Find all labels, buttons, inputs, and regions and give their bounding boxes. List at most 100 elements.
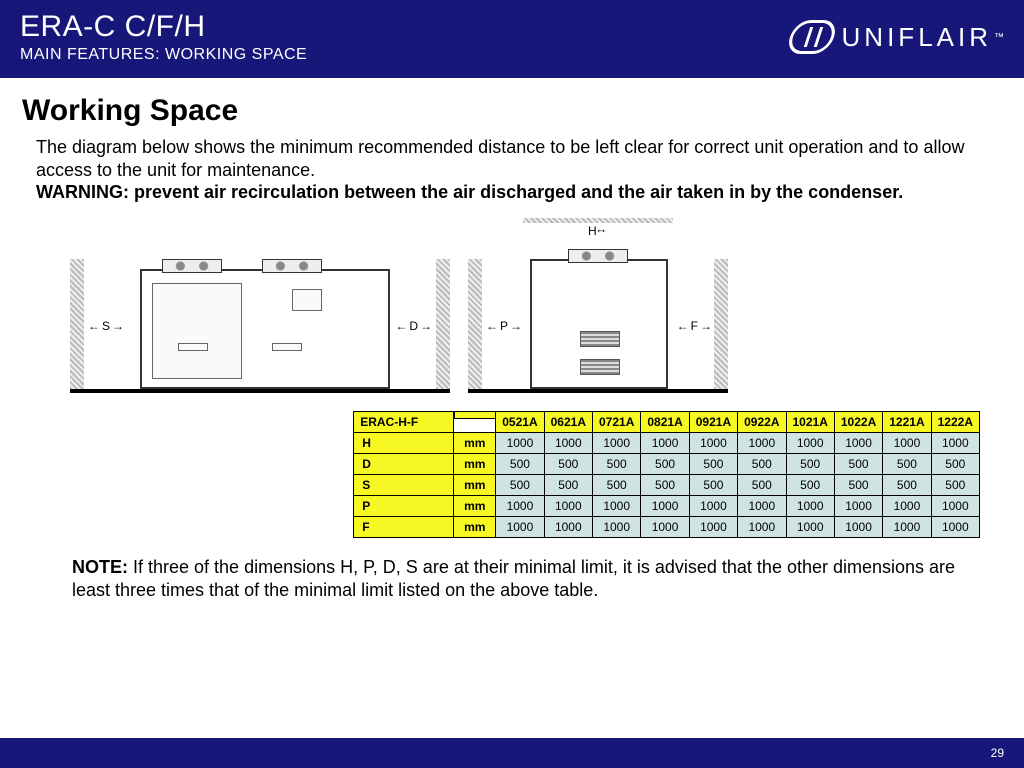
value-cell: 1000 [689, 495, 737, 516]
label-p-text: P [500, 319, 508, 333]
product-code: ERA-C C/F/H [20, 10, 307, 44]
value-cell: 500 [593, 453, 641, 474]
content-area: Working Space The diagram below shows th… [0, 78, 1024, 602]
model-header: 1222A [931, 411, 979, 432]
fan-icon [162, 259, 222, 273]
diagram-row: ← S → ← D → H ↕ [70, 218, 1002, 403]
value-cell: 500 [883, 453, 931, 474]
value-cell: 1000 [738, 432, 786, 453]
label-p: ← P → [486, 319, 522, 333]
value-cell: 500 [834, 453, 882, 474]
value-cell: 500 [593, 474, 641, 495]
grille-icon [580, 331, 620, 347]
arrow-left-icon: ← [677, 319, 689, 333]
fan-icon [262, 259, 322, 273]
table-name-cell: ERAC-H-F [354, 411, 454, 432]
header-titles: ERA-C C/F/H MAIN FEATURES: WORKING SPACE [20, 10, 307, 64]
row-label: D [354, 453, 454, 474]
wall-left-icon [468, 259, 482, 389]
value-cell: 1000 [883, 516, 931, 537]
value-cell: 1000 [883, 495, 931, 516]
row-label: P [354, 495, 454, 516]
row-label: S [354, 474, 454, 495]
diagram-side: H ↕ ← P → ← F → [468, 218, 728, 403]
value-cell: 1000 [931, 516, 979, 537]
value-cell: 500 [931, 453, 979, 474]
panel-icon [152, 283, 242, 379]
value-cell: 1000 [834, 495, 882, 516]
arrow-right-icon: → [510, 319, 522, 333]
value-cell: 500 [786, 453, 834, 474]
table-row: Fmm1000100010001000100010001000100010001… [354, 516, 980, 537]
table-row: Smm500500500500500500500500500500 [354, 474, 980, 495]
wall-right-icon [436, 259, 450, 389]
value-cell: 500 [641, 474, 689, 495]
unit-side-icon [530, 259, 668, 389]
value-cell: 1000 [883, 432, 931, 453]
value-cell: 1000 [641, 495, 689, 516]
arrow-left-icon: ← [88, 319, 100, 333]
diagram-front: ← S → ← D → [70, 218, 450, 403]
intro-text: The diagram below shows the minimum reco… [36, 137, 964, 180]
value-cell: 1000 [931, 432, 979, 453]
row-unit: mm [454, 495, 496, 516]
value-cell: 1000 [544, 516, 592, 537]
value-cell: 1000 [641, 516, 689, 537]
table-unit-header [454, 411, 496, 419]
header-bar: ERA-C C/F/H MAIN FEATURES: WORKING SPACE… [0, 0, 1024, 78]
value-cell: 500 [738, 474, 786, 495]
wall-left-icon [70, 259, 84, 389]
unit-front-icon [140, 269, 390, 389]
value-cell: 1000 [593, 432, 641, 453]
label-s-text: S [102, 319, 110, 333]
row-unit: mm [454, 453, 496, 474]
value-cell: 1000 [738, 516, 786, 537]
value-cell: 1000 [689, 432, 737, 453]
model-header: 0521A [496, 411, 544, 432]
value-cell: 1000 [786, 495, 834, 516]
note-label: NOTE: [72, 557, 128, 577]
value-cell: 1000 [834, 516, 882, 537]
grille-icon [580, 359, 620, 375]
model-header: 1022A [834, 411, 882, 432]
model-header: 0621A [544, 411, 592, 432]
model-header: 0922A [738, 411, 786, 432]
model-header: 0821A [641, 411, 689, 432]
value-cell: 500 [689, 474, 737, 495]
page-number: 29 [991, 746, 1004, 760]
value-cell: 1000 [641, 432, 689, 453]
wall-right-icon [714, 259, 728, 389]
value-cell: 500 [786, 474, 834, 495]
fan-icon [568, 249, 628, 263]
spec-table-wrap: ERAC-H-F 0521A0621A0721A0821A0921A0922A1… [22, 411, 980, 538]
row-unit: mm [454, 516, 496, 537]
value-cell: 500 [931, 474, 979, 495]
value-cell: 1000 [931, 495, 979, 516]
value-cell: 1000 [786, 432, 834, 453]
model-header: 1221A [883, 411, 931, 432]
value-cell: 1000 [593, 516, 641, 537]
page-heading: Working Space [22, 94, 1002, 128]
value-cell: 1000 [544, 432, 592, 453]
label-f: ← F → [677, 319, 712, 333]
value-cell: 1000 [544, 495, 592, 516]
warning-text: WARNING: prevent air recirculation betwe… [36, 182, 903, 202]
table-row: Pmm1000100010001000100010001000100010001… [354, 495, 980, 516]
arrow-right-icon: → [112, 319, 124, 333]
value-cell: 1000 [738, 495, 786, 516]
label-s: ← S → [88, 319, 124, 333]
table-header-row: ERAC-H-F 0521A0621A0721A0821A0921A0922A1… [354, 411, 980, 432]
value-cell: 1000 [786, 516, 834, 537]
arrow-right-icon: → [700, 319, 712, 333]
value-cell: 500 [689, 453, 737, 474]
arrow-left-icon: ← [486, 319, 498, 333]
value-cell: 500 [496, 474, 544, 495]
row-unit: mm [454, 432, 496, 453]
panel-small-icon [292, 289, 322, 311]
value-cell: 500 [883, 474, 931, 495]
value-cell: 1000 [834, 432, 882, 453]
table-body: Hmm1000100010001000100010001000100010001… [354, 432, 980, 537]
value-cell: 500 [496, 453, 544, 474]
footer-bar: 29 [0, 738, 1024, 768]
uniflair-logo-icon [784, 20, 839, 54]
